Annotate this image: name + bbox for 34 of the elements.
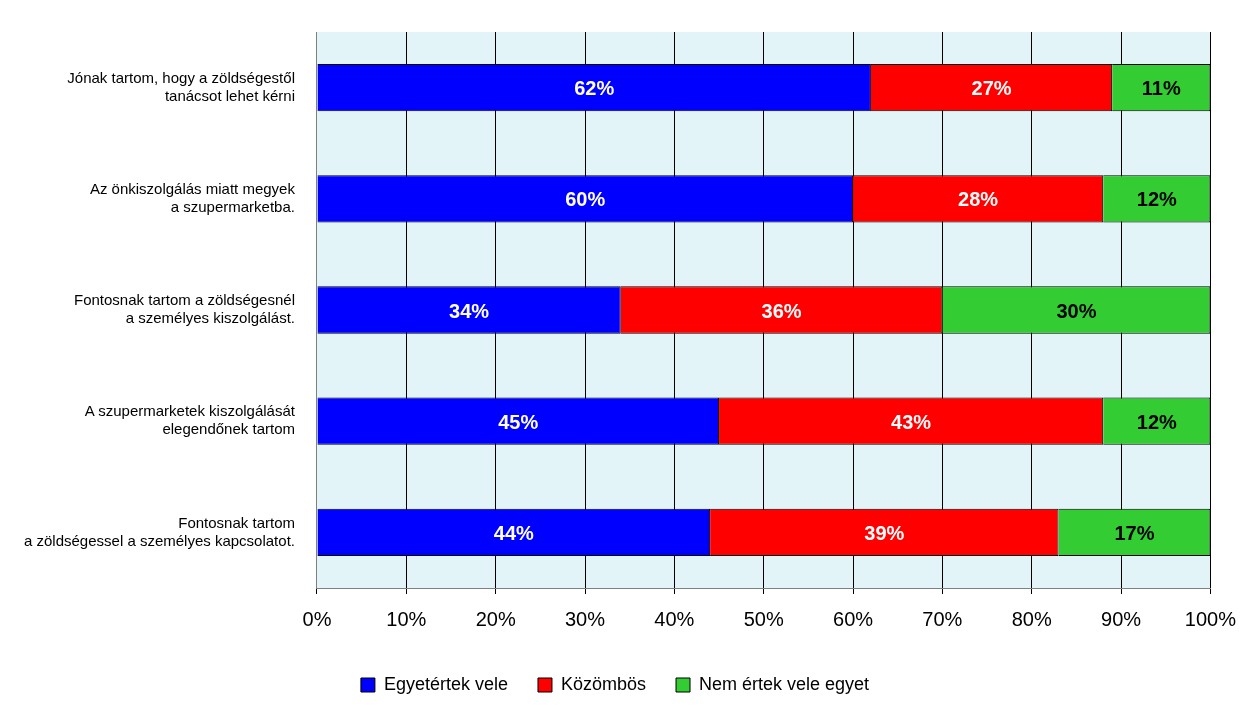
x-tick-label: 70% [922,607,963,630]
legend-label: Nem értek vele egyet [699,673,870,694]
x-tick-label: 50% [743,607,784,630]
data-label: 12% [1136,188,1178,211]
data-label: 11% [1141,77,1181,100]
y-tick-label: A szupermarketek kiszolgálását elegendőnek tartom [84,402,296,438]
data-label: 62% [574,77,615,100]
y-tick-label: Fontosnak tartom a zöldségessel a személyes kapcsolatot. [23,513,295,549]
data-label: 44% [493,521,535,544]
x-tick-label: 10% [386,607,427,630]
legend-label: Egyetértek vele [383,673,508,694]
x-tick-label: 60% [833,607,874,630]
x-tick-label: 90% [1101,607,1142,630]
x-tick-label: 80% [1011,607,1052,630]
data-label: 30% [1056,299,1097,322]
x-tick-label: 30% [564,607,606,630]
x-tick-label: 100% [1184,607,1237,630]
data-label: 45% [498,410,539,433]
data-label: 17% [1114,521,1155,544]
data-label: 60% [565,188,606,211]
x-tick-label: 40% [654,607,695,630]
data-label: 43% [891,410,932,433]
data-label: 28% [958,188,999,211]
y-tick-label: Az önkiszolgálás miatt megyek a szupermarketba. [89,179,296,215]
data-label: 39% [864,521,905,544]
data-label: 36% [761,299,802,322]
x-tick-label: 20% [475,607,516,630]
data-label: 34% [449,299,490,322]
legend-label: Közömbös [560,673,647,694]
y-tick-label: Jónak tartom, hogy a zöldségestől tanácsot lehet kérni [67,68,295,104]
data-label: 27% [971,77,1012,100]
data-label: 12% [1136,410,1178,433]
x-tick-label: 0% [302,607,332,630]
y-tick-label: Fontosnak tartom a zöldségesnél a személyes kiszolgálást. [74,291,295,327]
